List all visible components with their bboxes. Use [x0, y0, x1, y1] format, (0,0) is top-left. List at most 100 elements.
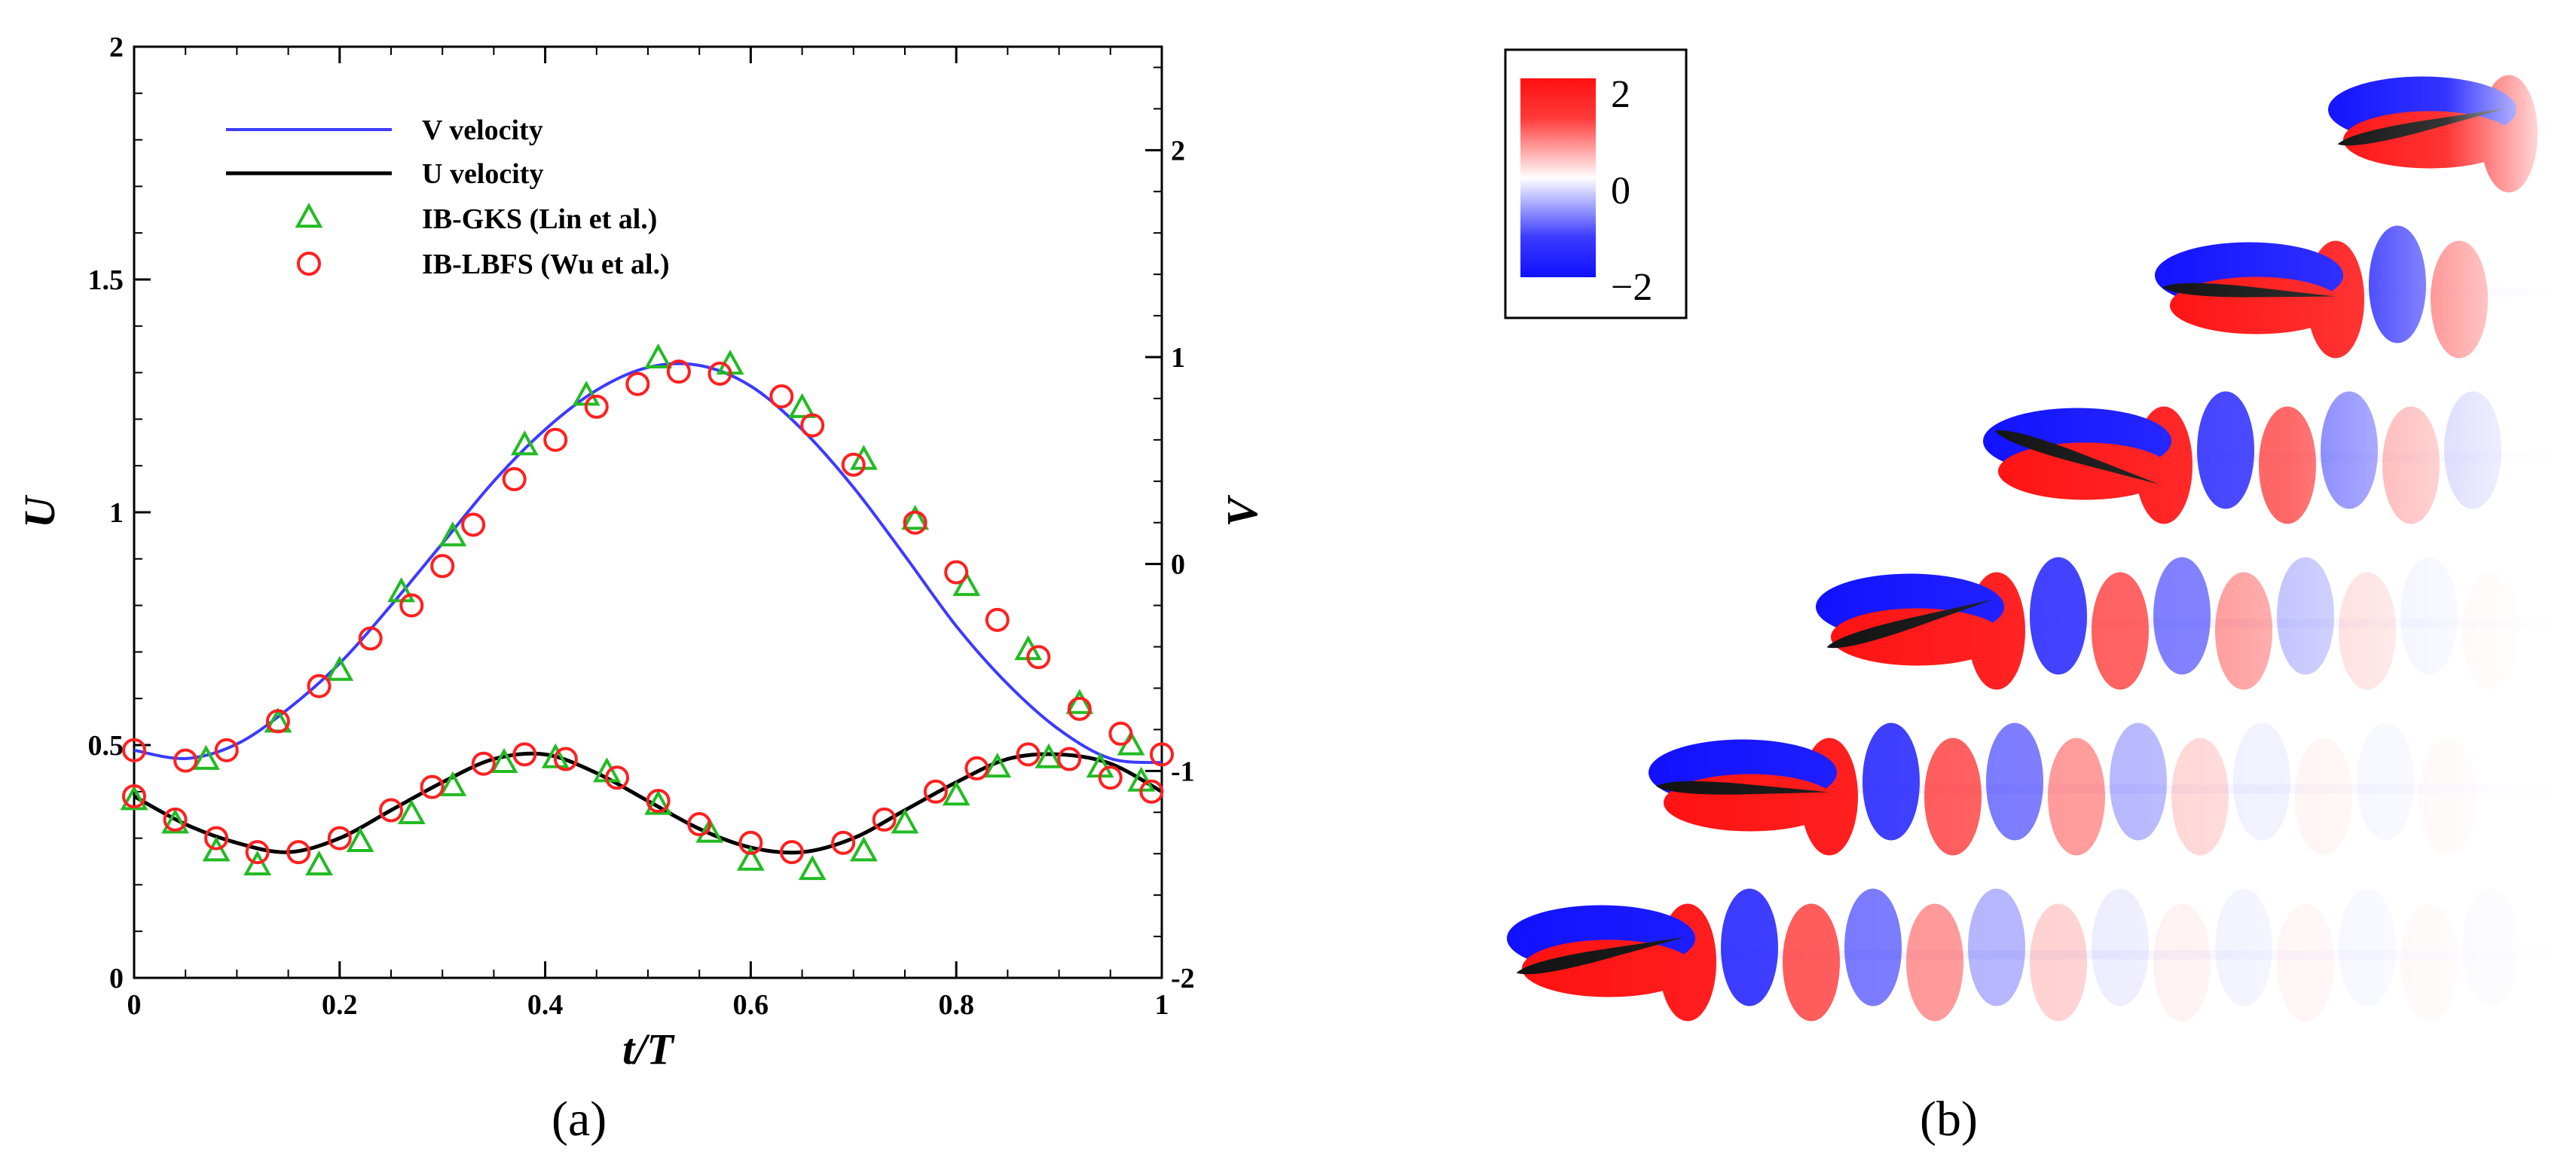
ib-lbfs-u-point: [327, 826, 352, 851]
ib-lbfs-v-point: [461, 512, 486, 537]
ib-lbfs-u-point: [512, 742, 537, 767]
ib-gks-u-point: [120, 785, 148, 811]
ib-gks-u-point: [644, 790, 673, 815]
panel-label-a: (a): [552, 1092, 607, 1147]
ib-lbfs-u-point: [163, 807, 188, 832]
ib-lbfs-v-point: [543, 427, 568, 452]
ib-lbfs-v-point: [944, 560, 969, 585]
vorticity-frame: [1968, 377, 2554, 539]
ib-gks-u-point: [346, 826, 374, 853]
y2-tick-label: 0: [1171, 549, 1185, 581]
ib-lbfs-v-point: [707, 361, 732, 386]
wake-fade: [2313, 45, 2554, 207]
ib-gks-v-point: [510, 430, 539, 456]
ib-lbfs-u-point: [1139, 779, 1164, 804]
ib-lbfs-v-point: [666, 359, 691, 384]
vorticity-frame: [2313, 45, 2554, 207]
ib-lbfs-u-point: [1098, 765, 1123, 790]
legend-label: IB-LBFS (Wu et al.): [422, 249, 670, 280]
ib-gks-v-point: [901, 505, 930, 530]
colorbar-gradient: [1520, 78, 1596, 277]
ib-gks-u-point: [397, 799, 426, 824]
vorticity-panel: 2 0 −2: [1492, 45, 2554, 1036]
ib-lbfs-v-point: [173, 748, 198, 773]
y2-tick-label: 1: [1171, 342, 1185, 374]
ib-gks-u-point: [243, 850, 272, 875]
wake-fade: [1633, 708, 2554, 870]
x-tick-label: 1: [1155, 989, 1169, 1021]
ib-lbfs-u-point: [471, 751, 496, 776]
ib-gks-u-point: [737, 845, 765, 871]
ib-lbfs-v-point: [122, 738, 146, 762]
ib-gks-u-point: [541, 743, 570, 768]
x-tick-label: 0.2: [322, 989, 358, 1021]
legend: V velocity U velocity IB-GKS (Lin et al.) I…: [226, 115, 670, 280]
ib-lbfs-u-point: [1016, 742, 1040, 767]
ib-lbfs-u-point: [687, 812, 712, 837]
y-axis-label: U: [15, 494, 64, 528]
x-axis-label: t/T: [622, 1025, 675, 1074]
ib-gks-u-point: [983, 753, 1012, 778]
y2-tick-label: 2: [1171, 135, 1185, 166]
ib-gks-v-point: [439, 521, 467, 547]
colorbar-tick-label: −2: [1611, 266, 1652, 309]
ib-lbfs-v-point: [265, 709, 290, 734]
ib-lbfs-u-point: [286, 840, 311, 865]
ib-gks-u-point: [305, 850, 333, 875]
ib-lbfs-v-point: [903, 510, 927, 535]
vorticity-frame: [2140, 211, 2554, 373]
panel-label-b: (b): [1920, 1092, 1978, 1147]
ib-gks-u-point: [942, 780, 970, 806]
ib-gks-u-point: [891, 808, 919, 834]
y-tick-label: 2: [109, 32, 124, 63]
ib-lbfs-u-point: [1057, 747, 1082, 771]
y-tick-label: 1: [109, 497, 124, 529]
ib-gks-v-point: [1065, 689, 1094, 714]
ib-gks-u-point: [490, 747, 518, 773]
y-tick-label: 1.5: [88, 264, 124, 296]
ib-gks-v-point: [644, 343, 673, 369]
colorbar-tick-label: 2: [1611, 73, 1630, 116]
ib-lbfs-v-point: [358, 626, 383, 651]
ib-lbfs-v-point: [307, 674, 332, 698]
ib-lbfs-u-point: [964, 756, 989, 780]
colorbar-tick-label: 0: [1611, 170, 1630, 212]
ib-lbfs-u-point: [923, 779, 948, 804]
legend-swatch-circle: [297, 252, 321, 276]
x-tick-label: 0: [127, 989, 142, 1021]
x-tick-label: 0.8: [938, 989, 974, 1021]
ib-lbfs-v-point: [1108, 721, 1133, 746]
legend-label: U velocity: [422, 158, 543, 190]
ib-lbfs-u-point: [379, 798, 403, 823]
ib-gks-u-point: [1034, 743, 1063, 768]
ib-lbfs-v-point: [800, 413, 825, 438]
ib-gks-v-point: [325, 655, 354, 681]
vorticity-frame: [1801, 542, 2554, 704]
ib-lbfs-v-point: [985, 607, 1010, 632]
ib-lbfs-v-point: [502, 467, 527, 492]
ib-gks-v-point: [192, 744, 220, 770]
ib-lbfs-u-point: [420, 774, 445, 799]
ib-lbfs-v-point: [214, 738, 239, 762]
ib-gks-v-point: [952, 571, 981, 597]
v-velocity-line: [133, 362, 1163, 765]
ib-lbfs-u-point: [831, 830, 856, 855]
legend-label: V velocity: [422, 115, 543, 146]
ib-lbfs-v-point: [1026, 645, 1051, 670]
ib-lbfs-u-point: [779, 840, 804, 865]
vorticity-frame: [1633, 708, 2554, 870]
wake-fade: [1492, 874, 2554, 1036]
y2-tick-label: -2: [1171, 963, 1195, 994]
y2-axis-label: V: [1218, 494, 1267, 527]
ib-lbfs-u-point: [122, 783, 146, 808]
vorticity-frame: [1492, 874, 2554, 1036]
ib-lbfs-v-point: [625, 371, 650, 396]
ib-lbfs-u-point: [738, 830, 763, 855]
legend-label: IB-GKS (Lin et al.): [422, 203, 657, 235]
x-tick-label: 0.6: [733, 989, 769, 1021]
y-tick-label: 0.5: [88, 730, 124, 762]
wake-fade: [1801, 542, 2554, 704]
ib-lbfs-v-point: [399, 593, 424, 618]
